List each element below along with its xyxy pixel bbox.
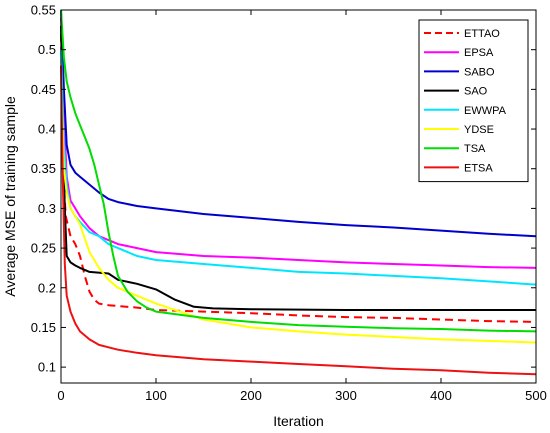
legend-label-epsa: EPSA: [464, 47, 494, 59]
x-axis-ticks: 0 100 200 300 400 500: [57, 10, 547, 403]
y-axis-ticks: 0.1 0.15 0.2 0.25 0.3 0.35 0.4 0.45 0.5 0.55: [31, 3, 536, 375]
y-tick-label: 0.2: [38, 280, 56, 295]
y-tick-label: 0.5: [38, 42, 56, 57]
series-line-ydse: [60, 81, 537, 344]
y-tick-label: 0.55: [31, 3, 56, 18]
legend-label-ewwpa: EWWPA: [464, 105, 507, 117]
legend-label-ettao: ETTAO: [464, 28, 500, 40]
plot-frame: [60, 9, 537, 384]
series-line-etsa: [60, 65, 537, 376]
x-tick-label: 300: [335, 388, 357, 403]
series-line-sao: [60, 25, 536, 311]
series-line-epsa: [60, 17, 537, 269]
legend-label-sabo: SABO: [464, 66, 495, 78]
y-tick-label: 0.3: [38, 201, 56, 216]
y-tick-label: 0.35: [31, 161, 56, 176]
x-tick-label: 400: [430, 388, 452, 403]
plot-lines: [60, 9, 537, 376]
series-line-ettao: [60, 33, 537, 323]
x-tick-label: 100: [145, 388, 167, 403]
legend-label-etsa: ETSA: [464, 162, 493, 174]
legend-label-tsa: TSA: [464, 143, 486, 155]
x-tick-label: 500: [525, 388, 547, 403]
x-tick-label: 0: [57, 388, 64, 403]
x-tick-label: 200: [240, 388, 262, 403]
legend: ETTAO EPSA SABO SAO EWWPA YDSE TSA ETSA: [418, 19, 529, 183]
legend-label-ydse: YDSE: [464, 124, 494, 136]
y-tick-label: 0.4: [38, 122, 56, 137]
legend-box: [418, 19, 529, 183]
y-axis-title: Average MSE of training sample: [2, 96, 18, 297]
y-tick-label: 0.1: [38, 360, 56, 375]
x-axis-title: Iteration: [273, 413, 324, 429]
legend-label-sao: SAO: [464, 86, 488, 98]
series-line-tsa: [60, 9, 537, 333]
y-tick-label: 0.15: [31, 320, 56, 335]
series-line-sabo: [60, 9, 537, 238]
y-tick-label: 0.45: [31, 82, 56, 97]
y-tick-label: 0.25: [31, 241, 56, 256]
